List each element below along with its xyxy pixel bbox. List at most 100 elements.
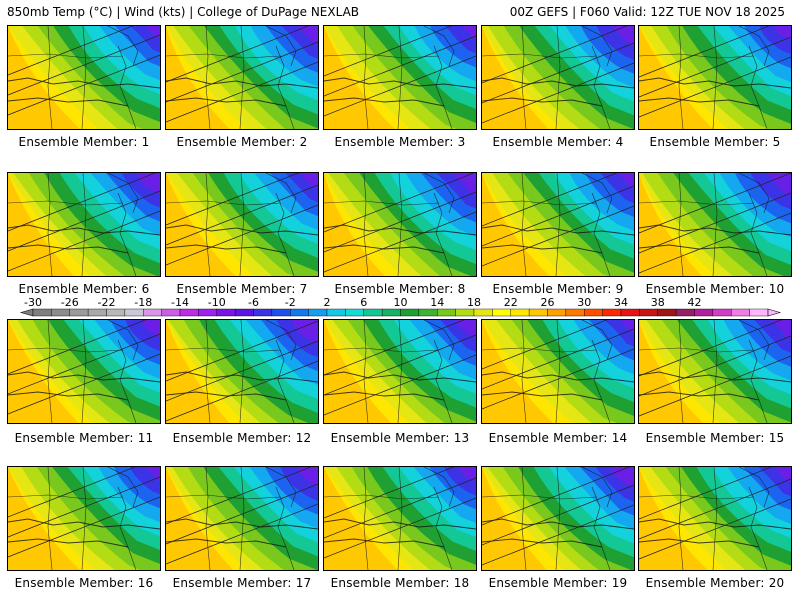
colorbar-segment	[528, 308, 548, 317]
boundary-line	[166, 494, 282, 500]
ensemble-member-map	[638, 466, 792, 571]
boundary-line	[107, 320, 139, 361]
colorbar-segment	[271, 308, 291, 317]
ensemble-member-map	[481, 466, 635, 571]
temperature-field-map	[324, 467, 476, 570]
boundary-line	[482, 77, 634, 89]
boundary-line	[363, 26, 369, 129]
temperature-field-map	[639, 467, 791, 570]
ensemble-member-map	[481, 172, 635, 277]
boundary-line	[107, 467, 139, 508]
boundary-line	[363, 467, 369, 570]
ensemble-member-map	[165, 172, 319, 277]
boundary-line	[555, 26, 561, 129]
boundary-line	[239, 320, 245, 423]
isotherm-line	[482, 62, 634, 124]
boundary-line	[482, 224, 634, 236]
boundary-line	[8, 97, 129, 107]
boundary-line	[8, 224, 160, 236]
boundary-line	[591, 339, 611, 423]
isotherm-line	[324, 497, 476, 559]
colorbar-segment	[602, 308, 622, 317]
colorbar-tick-label: 14	[430, 296, 444, 309]
ensemble-member-map	[323, 466, 477, 571]
ensemble-member-label: Ensemble Member: 16	[14, 576, 154, 590]
isotherm-line	[8, 476, 160, 538]
isotherm-line	[482, 320, 608, 370]
boundary-line	[397, 26, 403, 129]
temperature-field-map	[324, 173, 476, 276]
temperature-field-map	[639, 173, 791, 276]
isotherm-line	[324, 320, 465, 376]
colorbar-segment	[179, 308, 199, 317]
ensemble-member-map	[7, 319, 161, 424]
isotherm-line	[482, 348, 634, 410]
boundary-line	[166, 371, 318, 383]
ensemble-member-label: Ensemble Member: 3	[334, 135, 466, 149]
boundary-line	[433, 339, 453, 423]
isotherm-line	[166, 483, 318, 545]
boundary-line	[712, 467, 718, 570]
temperature-colorbar: -30 -26 -22 -18 -14 -10 -6 -2 2 6 10 14 18 22 26 30 34 38…	[0, 296, 800, 320]
boundary-line	[81, 173, 87, 276]
boundary-line	[748, 339, 768, 423]
colorbar-segment	[492, 308, 511, 317]
boundary-line	[555, 173, 561, 276]
boundary-line	[81, 320, 87, 423]
boundary-line	[47, 26, 53, 129]
isotherm-line	[324, 211, 476, 273]
boundary-line	[639, 347, 755, 353]
isotherm-line	[8, 333, 160, 395]
colorbar-segment	[400, 308, 420, 317]
isotherm-line	[639, 26, 770, 78]
boundary-line	[678, 320, 684, 423]
isotherm-line	[324, 334, 476, 396]
colorbar-segment	[694, 308, 714, 317]
boundary-line	[324, 244, 445, 254]
temperature-field-map	[482, 320, 634, 423]
boundary-line	[591, 192, 611, 276]
colorbar-segment	[712, 308, 732, 317]
isotherm-line	[166, 340, 318, 402]
boundary-line	[581, 320, 613, 361]
ensemble-member-label: Ensemble Member: 5	[649, 135, 781, 149]
boundary-line	[423, 173, 455, 214]
boundary-line	[117, 339, 137, 423]
isotherm-line	[639, 467, 772, 520]
isotherm-line	[324, 467, 455, 519]
isotherm-line	[8, 34, 160, 96]
boundary-line	[482, 391, 603, 401]
isotherm-line	[324, 26, 452, 77]
boundary-line	[555, 320, 561, 423]
boundary-line	[275, 45, 295, 129]
page-title: 850mb Temp (°C) | Wind (kts) | College o…	[7, 5, 360, 19]
boundary-line	[166, 97, 287, 107]
temperature-field-map	[8, 320, 160, 423]
colorbar-segment	[455, 308, 475, 317]
ensemble-member-label: Ensemble Member: 8	[334, 282, 466, 296]
boundary-line	[8, 77, 160, 89]
boundary-line	[748, 45, 768, 129]
ensemble-member-map	[165, 466, 319, 571]
isotherm-line	[8, 210, 160, 272]
isotherm-line	[482, 42, 634, 104]
colorbar-tick-label: 42	[688, 296, 702, 309]
colorbar-tick-label: 38	[651, 296, 665, 309]
boundary-line	[423, 26, 455, 67]
boundary-line	[521, 26, 527, 129]
boundary-line	[639, 371, 791, 383]
isotherm-line	[8, 320, 147, 375]
boundary-line	[397, 173, 403, 276]
temperature-field-map	[482, 26, 634, 129]
colorbar-segment	[675, 308, 695, 317]
boundary-line	[433, 486, 453, 570]
boundary-line	[205, 173, 211, 276]
colorbar-tick-label: 26	[541, 296, 555, 309]
colorbar-tick-label: 10	[394, 296, 408, 309]
colorbar-segment	[124, 308, 144, 317]
boundary-line	[117, 192, 137, 276]
ensemble-member-map	[323, 172, 477, 277]
ensemble-member-label: Ensemble Member: 2	[176, 135, 308, 149]
colorbar-segment	[565, 308, 585, 317]
boundary-line	[275, 339, 295, 423]
